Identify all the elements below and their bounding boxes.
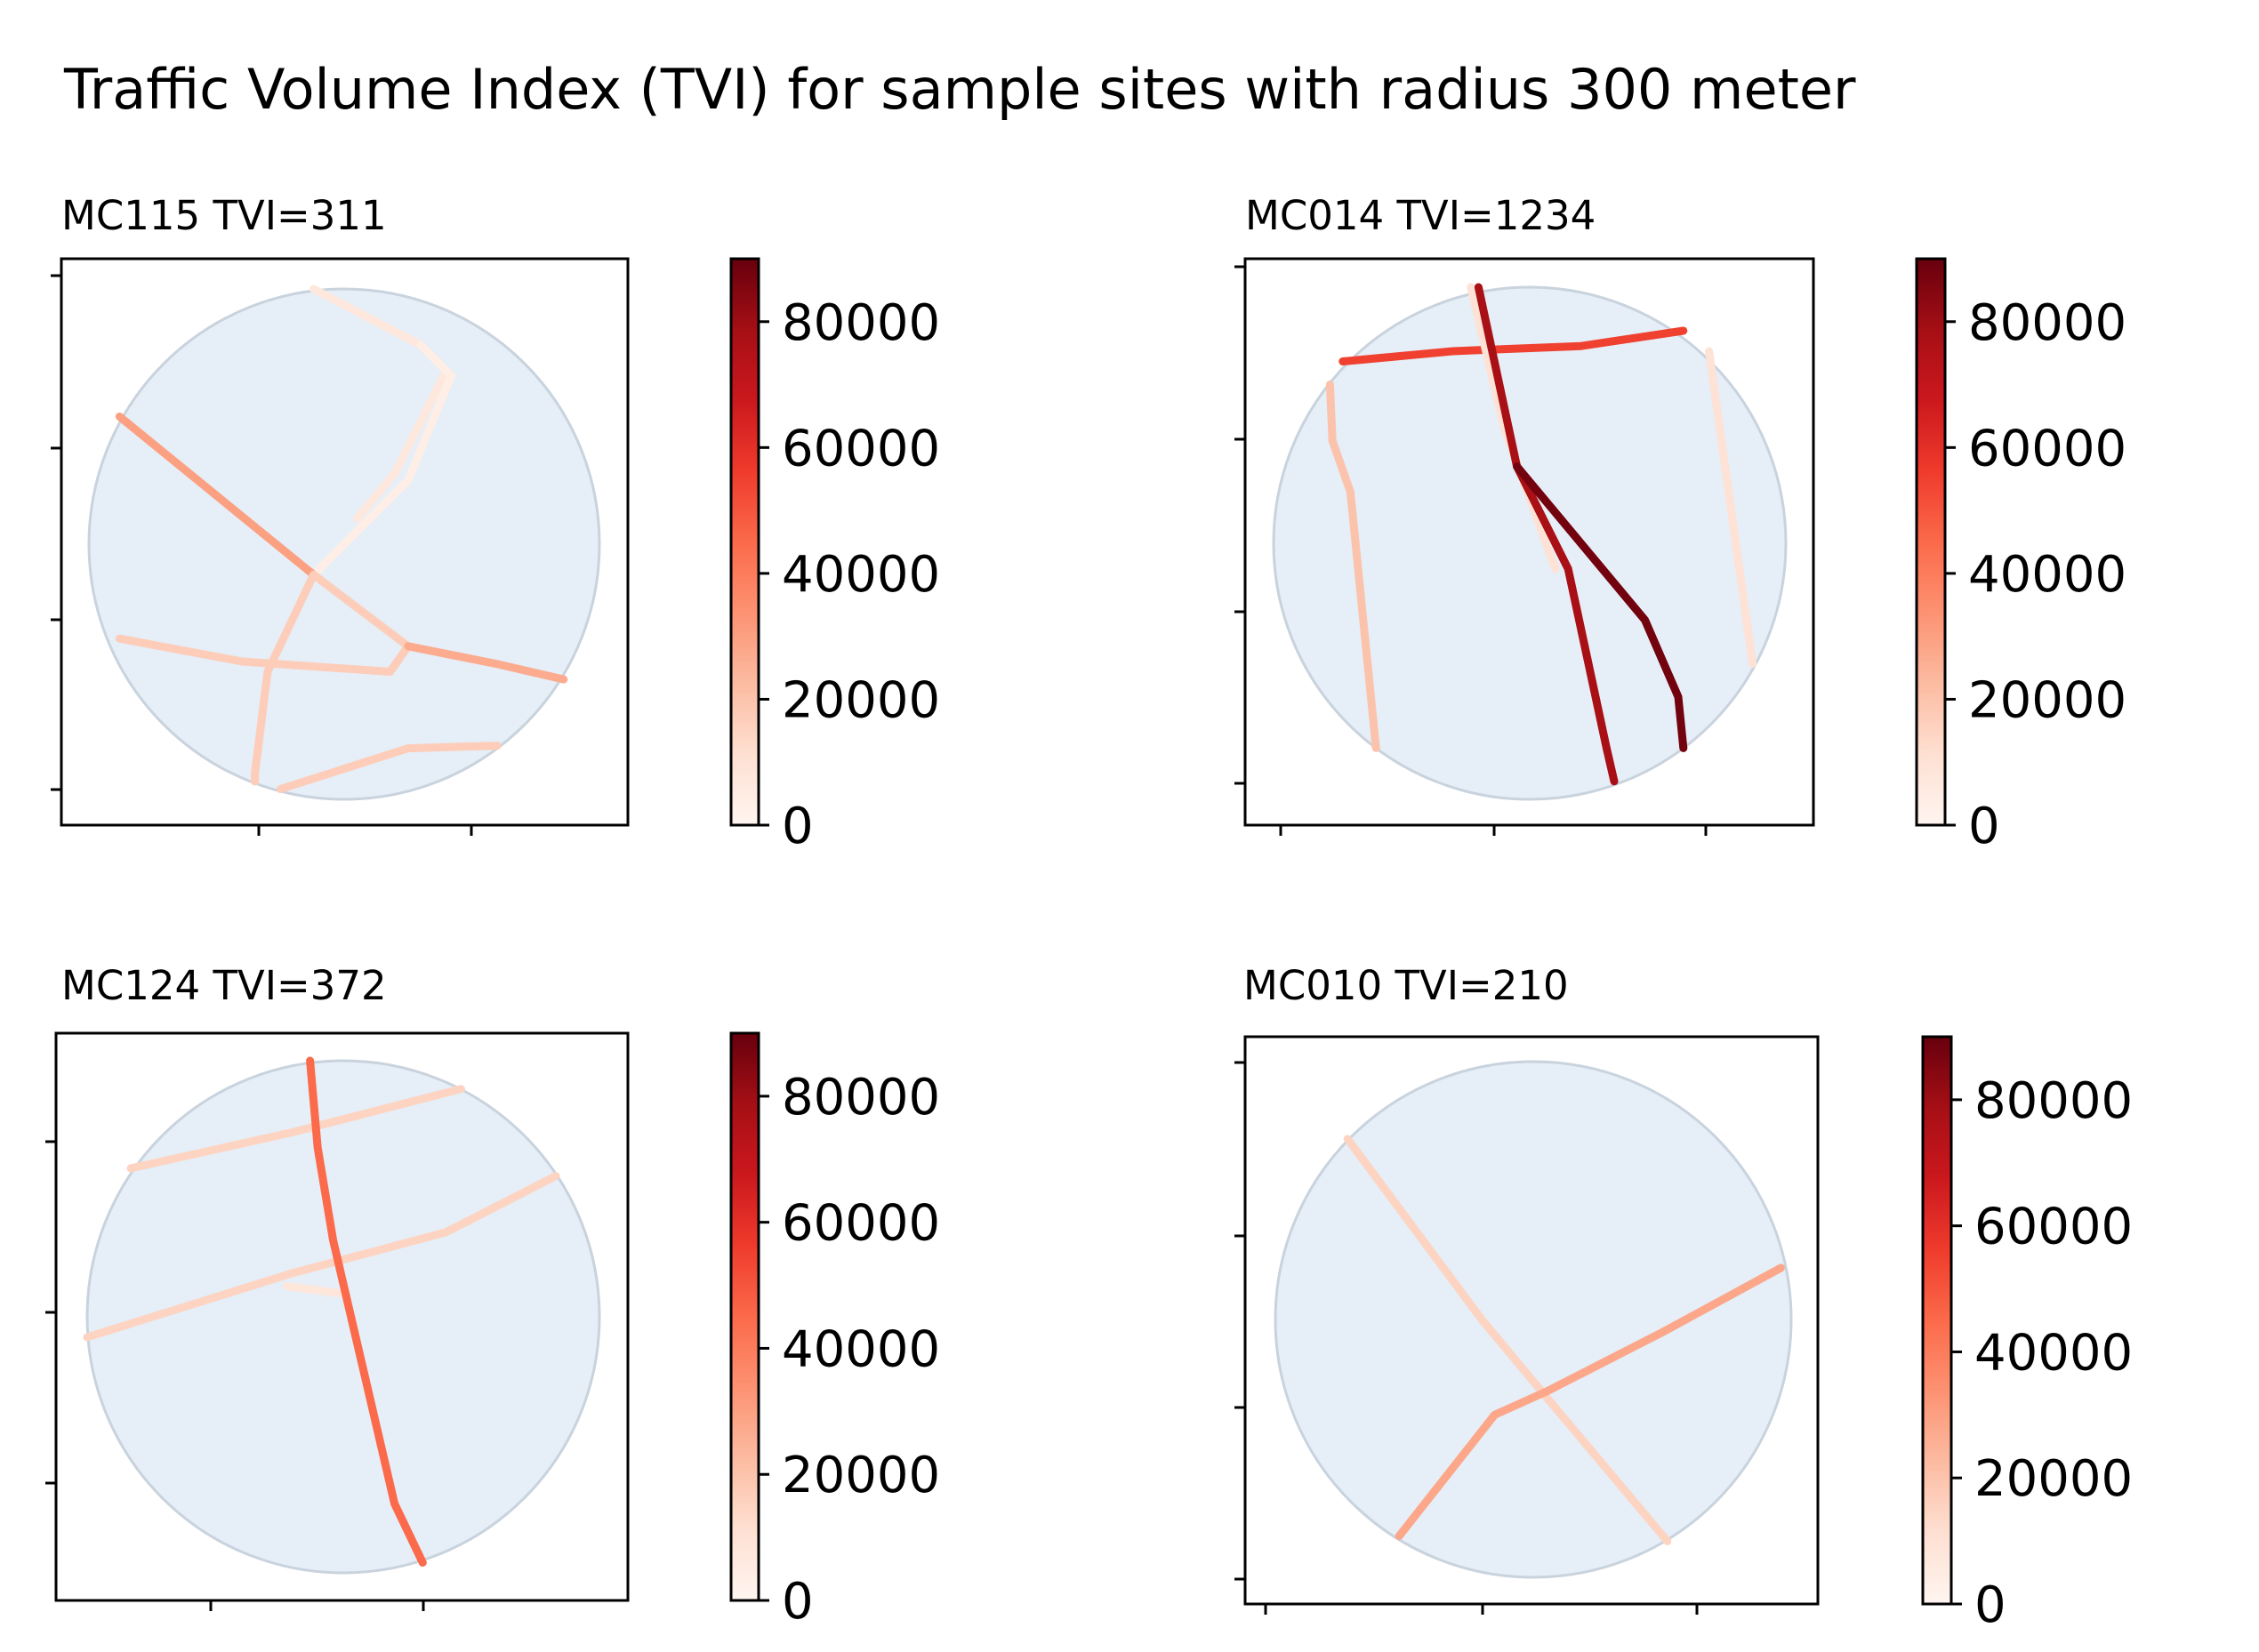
colorbar-tick-label: 0 [1974,1576,2006,1634]
axes-frame [54,1031,630,1602]
panel-title: MC115 TVI=311 [61,192,387,239]
map-area [45,1031,630,1611]
colorbar-tick-label: 40000 [782,1320,940,1378]
colorbar-tick-label: 20000 [1968,671,2126,729]
colorbar-tick-label: 60000 [1974,1199,2133,1256]
panel-mc010: MC010 TVI=210 0 20000 40000 60000 80000 [1234,962,2133,1634]
buffer-circle [85,1059,601,1575]
figure-title: Traffic Volume Index (TVI) for sample si… [63,57,1856,122]
colorbar-tick-label: 40000 [1968,546,2126,604]
colorbar-tick-label: 40000 [782,546,940,604]
road-segment [314,341,455,574]
panel-title: MC124 TVI=372 [61,962,387,1009]
colorbar-tick-label: 80000 [1974,1072,2133,1130]
colorbar: 0 20000 40000 60000 80000 [729,1031,940,1631]
panel-title: MC014 TVI=1234 [1245,192,1596,239]
colorbar-tick-label: 80000 [1968,294,2126,352]
road-segment [1513,462,1688,752]
axes-frame [60,257,630,827]
road-segment [1705,347,1757,668]
road-segment [1325,380,1380,752]
colorbar-gradient [1921,1035,1953,1606]
colorbar-tick-label: 40000 [1974,1324,2133,1382]
colorbar: 0 20000 40000 60000 80000 [729,257,940,855]
colorbar-tick-label: 60000 [1968,420,2126,477]
road-segment [1395,1263,1785,1541]
colorbar-tick-label: 0 [782,1573,814,1631]
colorbar-gradient [729,257,760,827]
panel-mc124: MC124 TVI=372 0 20000 40000 60000 80000 [45,962,940,1631]
colorbar: 0 20000 40000 60000 80000 [1915,257,2126,855]
road-segment [1474,283,1619,786]
road-segment [1339,326,1688,365]
colorbar-tick-label: 20000 [1974,1450,2133,1508]
buffer-circle [1274,1060,1793,1579]
colorbar-tick-label: 20000 [782,1447,940,1504]
axes-frame [1243,1035,1820,1606]
colorbar-tick-label: 80000 [782,1069,940,1127]
colorbar-tick-label: 0 [782,798,814,855]
road-segment [404,642,568,684]
road-segment [115,413,318,579]
road-segment [306,1056,427,1567]
panel-title: MC010 TVI=210 [1243,962,1569,1009]
colorbar-gradient [729,1031,760,1602]
road-segment [276,742,502,793]
colorbar-tick-label: 80000 [782,294,940,352]
colorbar-tick-label: 20000 [782,671,940,729]
map-area [1234,257,1815,836]
panel-mc014: MC014 TVI=1234 0 20000 40000 60000 80000 [1234,192,2126,855]
colorbar-gradient [1915,257,1947,827]
road-segment [251,570,318,786]
map-area [1234,1035,1820,1615]
road-segment [1343,1135,1672,1545]
colorbar-tick-label: 0 [1968,798,2000,855]
colorbar-tick-label: 60000 [782,1195,940,1253]
road-segment [126,1085,465,1173]
colorbar-tick-label: 60000 [782,420,940,477]
road-segment [115,570,413,676]
road-segment [283,1281,348,1298]
road-segment [1467,283,1560,573]
buffer-circle [1272,285,1788,801]
map-area [51,257,630,836]
axes-frame [1243,257,1815,827]
colorbar: 0 20000 40000 60000 80000 [1921,1035,2133,1634]
panel-mc115: MC115 TVI=311 0 20000 40000 60000 80000 [51,192,940,855]
road-segment [83,1172,560,1342]
